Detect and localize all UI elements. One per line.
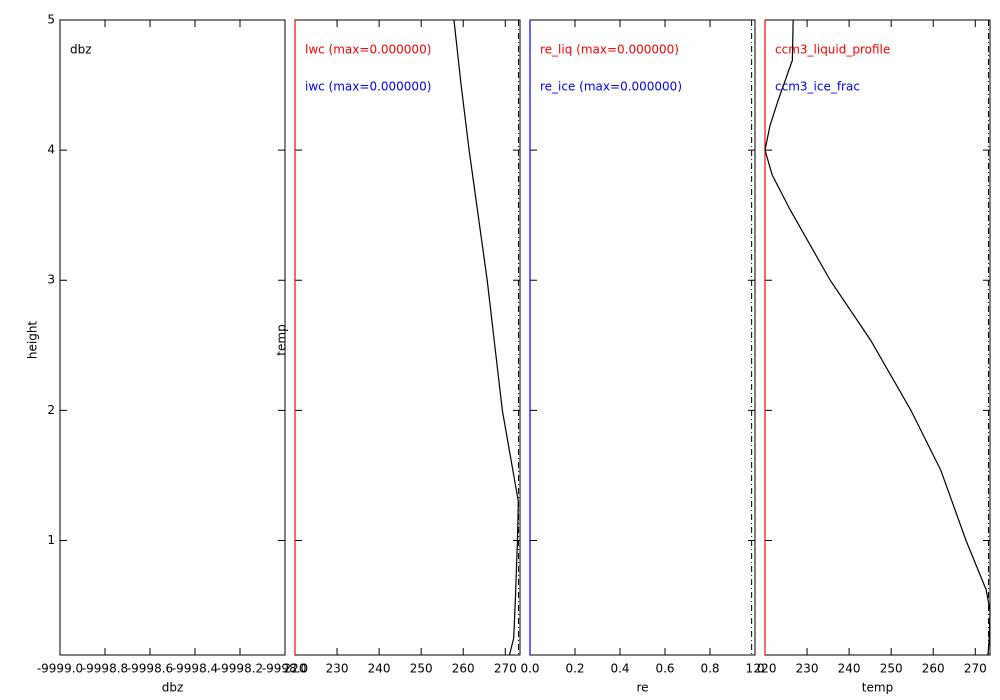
legend-entry: ccm3_liquid_profile bbox=[775, 43, 890, 57]
x-tick-label: 270 bbox=[964, 662, 987, 676]
x-tick-label: -9998.2 bbox=[217, 662, 263, 676]
x-tick-label: 250 bbox=[880, 662, 903, 676]
legend-entry: dbz bbox=[70, 43, 92, 57]
legend-entry: re_ice (max=0.000000) bbox=[540, 80, 682, 94]
x-tick-label: -9998.6 bbox=[127, 662, 173, 676]
y-tick-label: 2 bbox=[47, 403, 55, 417]
x-tick-label: 220 bbox=[284, 662, 307, 676]
y-axis-label: height bbox=[26, 321, 40, 360]
x-tick-label: 240 bbox=[838, 662, 861, 676]
x-tick-label: 0.6 bbox=[655, 662, 674, 676]
x-tick-label: -9998.8 bbox=[82, 662, 128, 676]
x-axis-label: temp bbox=[862, 681, 893, 695]
x-tick-label: 0.8 bbox=[700, 662, 719, 676]
plot-frame bbox=[529, 19, 756, 656]
profile-line bbox=[453, 19, 519, 656]
x-tick-label: 260 bbox=[452, 662, 475, 676]
y-axis-label: temp bbox=[275, 324, 289, 355]
plot-frame bbox=[294, 19, 521, 656]
x-tick-label: -9998.0 bbox=[262, 662, 308, 676]
legend-entry: iwc (max=0.000000) bbox=[305, 80, 431, 94]
legend-entry: re_liq (max=0.000000) bbox=[540, 43, 679, 57]
plot-frame bbox=[59, 19, 286, 656]
profile-line bbox=[764, 19, 991, 656]
x-tick-label: 240 bbox=[368, 662, 391, 676]
x-tick-label: 0.2 bbox=[565, 662, 584, 676]
y-tick-label: 1 bbox=[47, 533, 55, 547]
x-tick-label: 1.0 bbox=[745, 662, 764, 676]
plot-frame bbox=[764, 19, 991, 656]
x-tick-label: 260 bbox=[922, 662, 945, 676]
x-tick-label: 220 bbox=[754, 662, 777, 676]
legend-entry: ccm3_ice_frac bbox=[775, 80, 860, 94]
x-axis-label: re bbox=[636, 681, 648, 695]
y-tick-label: 3 bbox=[47, 273, 55, 287]
y-tick-label: 4 bbox=[47, 143, 55, 157]
x-tick-label: 0.4 bbox=[610, 662, 629, 676]
y-tick-label: 5 bbox=[47, 13, 55, 27]
x-tick-label: -9999.0 bbox=[37, 662, 83, 676]
x-tick-label: 230 bbox=[796, 662, 819, 676]
x-tick-label: 230 bbox=[326, 662, 349, 676]
x-tick-label: 270 bbox=[494, 662, 517, 676]
x-axis-label: dbz bbox=[162, 681, 184, 695]
legend-entry: lwc (max=0.000000) bbox=[305, 43, 431, 57]
x-tick-label: 0.0 bbox=[520, 662, 539, 676]
x-tick-label: 250 bbox=[410, 662, 433, 676]
x-tick-label: -9998.4 bbox=[172, 662, 218, 676]
